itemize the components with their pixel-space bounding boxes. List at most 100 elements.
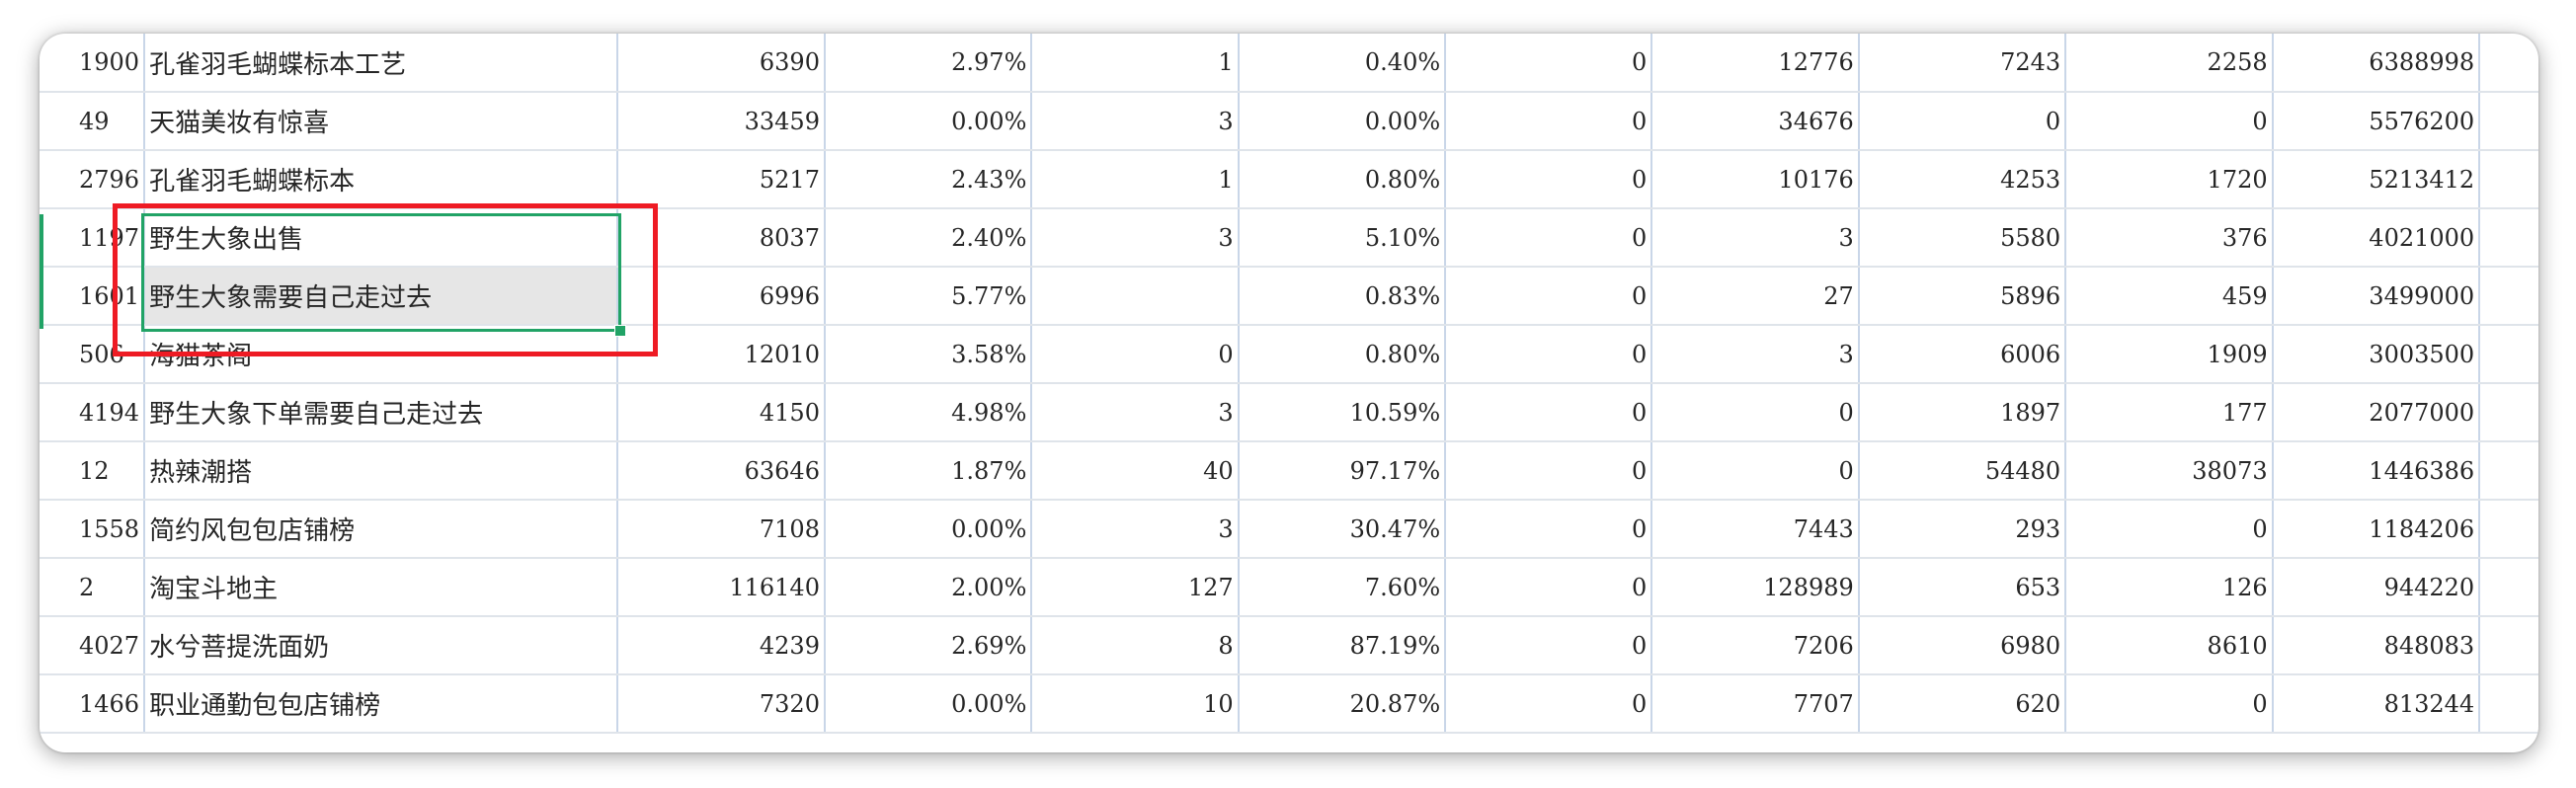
value-cell[interactable]: 0 <box>1858 92 2067 151</box>
value-cell[interactable]: 2258 <box>2065 34 2274 93</box>
value-cell[interactable]: 1 <box>1031 34 1240 93</box>
value-cell[interactable]: 1897 <box>1858 383 2067 442</box>
value-cell[interactable]: 5213412 <box>2272 150 2481 209</box>
value-cell[interactable]: 0.00% <box>824 92 1033 151</box>
row-id-cell[interactable]: 1197 <box>40 208 146 268</box>
value-cell[interactable]: 0.00% <box>1238 92 1447 151</box>
value-cell[interactable]: 376 <box>2065 208 2274 268</box>
name-cell[interactable]: 孔雀羽毛蝴蝶标本工艺 <box>144 34 619 93</box>
value-cell[interactable]: 0 <box>1445 500 1653 559</box>
empty-cell[interactable] <box>2479 150 2538 209</box>
value-cell[interactable]: 813244 <box>2272 674 2481 734</box>
value-cell[interactable]: 0 <box>1445 267 1653 326</box>
value-cell[interactable]: 293 <box>1858 500 2067 559</box>
value-cell[interactable]: 5576200 <box>2272 92 2481 151</box>
empty-cell[interactable] <box>2479 383 2538 442</box>
value-cell[interactable]: 20.87% <box>1238 674 1447 734</box>
empty-cell[interactable] <box>2479 558 2538 617</box>
value-cell[interactable]: 3003500 <box>2272 325 2481 384</box>
empty-cell[interactable] <box>2479 441 2538 501</box>
value-cell[interactable]: 7320 <box>617 674 826 734</box>
value-cell[interactable]: 0 <box>1651 383 1860 442</box>
value-cell[interactable]: 4253 <box>1858 150 2067 209</box>
value-cell[interactable]: 12776 <box>1651 34 1860 93</box>
value-cell[interactable]: 6996 <box>617 267 826 326</box>
value-cell[interactable]: 5.77% <box>824 267 1033 326</box>
row-id-cell[interactable]: 2796 <box>40 150 146 209</box>
value-cell[interactable]: 0.83% <box>1238 267 1447 326</box>
empty-cell[interactable] <box>2479 325 2538 384</box>
value-cell[interactable]: 5.10% <box>1238 208 1447 268</box>
value-cell[interactable]: 6390 <box>617 34 826 93</box>
value-cell[interactable]: 177 <box>2065 383 2274 442</box>
row-id-cell[interactable]: 1601 <box>40 267 146 326</box>
value-cell[interactable]: 34676 <box>1651 92 1860 151</box>
value-cell[interactable]: 5896 <box>1858 267 2067 326</box>
name-cell[interactable]: 水兮菩提洗面奶 <box>144 616 619 675</box>
value-cell[interactable]: 0.00% <box>824 500 1033 559</box>
value-cell[interactable]: 0 <box>1445 441 1653 501</box>
value-cell[interactable]: 0.00% <box>824 674 1033 734</box>
value-cell[interactable]: 620 <box>1858 674 2067 734</box>
value-cell[interactable]: 0.80% <box>1238 150 1447 209</box>
value-cell[interactable]: 0.40% <box>1238 34 1447 93</box>
value-cell[interactable]: 27 <box>1651 267 1860 326</box>
value-cell[interactable]: 1 <box>1031 150 1240 209</box>
value-cell[interactable]: 54480 <box>1858 441 2067 501</box>
value-cell[interactable]: 8610 <box>2065 616 2274 675</box>
value-cell[interactable]: 38073 <box>2065 441 2274 501</box>
value-cell[interactable]: 5580 <box>1858 208 2067 268</box>
value-cell[interactable]: 2077000 <box>2272 383 2481 442</box>
row-id-cell[interactable]: 4027 <box>40 616 146 675</box>
value-cell[interactable]: 848083 <box>2272 616 2481 675</box>
value-cell[interactable]: 0 <box>1445 674 1653 734</box>
value-cell[interactable]: 0 <box>1445 383 1653 442</box>
value-cell[interactable]: 1720 <box>2065 150 2274 209</box>
value-cell[interactable]: 3.58% <box>824 325 1033 384</box>
value-cell[interactable]: 7707 <box>1651 674 1860 734</box>
value-cell[interactable]: 116140 <box>617 558 826 617</box>
name-cell[interactable]: 淘宝斗地主 <box>144 558 619 617</box>
empty-cell[interactable] <box>2479 92 2538 151</box>
empty-cell[interactable] <box>2479 616 2538 675</box>
value-cell[interactable]: 0 <box>1445 558 1653 617</box>
value-cell[interactable]: 126 <box>2065 558 2274 617</box>
value-cell[interactable]: 4150 <box>617 383 826 442</box>
name-cell[interactable]: 热辣潮搭 <box>144 441 619 501</box>
row-id-cell[interactable]: 1558 <box>40 500 146 559</box>
name-cell[interactable]: 职业通勤包包店铺榜 <box>144 674 619 734</box>
value-cell[interactable]: 0 <box>2065 92 2274 151</box>
value-cell[interactable]: 0 <box>1445 616 1653 675</box>
row-id-cell[interactable]: 2 <box>40 558 146 617</box>
value-cell[interactable]: 4239 <box>617 616 826 675</box>
value-cell[interactable]: 10 <box>1031 674 1240 734</box>
value-cell[interactable]: 40 <box>1031 441 1240 501</box>
value-cell[interactable]: 0 <box>1445 208 1653 268</box>
value-cell[interactable]: 0 <box>1445 34 1653 93</box>
value-cell[interactable] <box>1031 267 1240 326</box>
value-cell[interactable]: 7.60% <box>1238 558 1447 617</box>
value-cell[interactable]: 3 <box>1031 92 1240 151</box>
value-cell[interactable]: 0 <box>1031 325 1240 384</box>
value-cell[interactable]: 0 <box>1651 441 1860 501</box>
name-cell[interactable]: 简约风包包店铺榜 <box>144 500 619 559</box>
name-cell[interactable]: 野生大象需要自己走过去 <box>144 267 619 326</box>
empty-cell[interactable] <box>2479 267 2538 326</box>
value-cell[interactable]: 10.59% <box>1238 383 1447 442</box>
value-cell[interactable]: 3 <box>1651 208 1860 268</box>
value-cell[interactable]: 127 <box>1031 558 1240 617</box>
value-cell[interactable]: 653 <box>1858 558 2067 617</box>
value-cell[interactable]: 6388998 <box>2272 34 2481 93</box>
value-cell[interactable]: 12010 <box>617 325 826 384</box>
value-cell[interactable]: 0 <box>1445 325 1653 384</box>
value-cell[interactable]: 8 <box>1031 616 1240 675</box>
name-cell[interactable]: 孔雀羽毛蝴蝶标本 <box>144 150 619 209</box>
value-cell[interactable]: 4.98% <box>824 383 1033 442</box>
empty-cell[interactable] <box>2479 674 2538 734</box>
row-id-cell[interactable]: 12 <box>40 441 146 501</box>
value-cell[interactable]: 4021000 <box>2272 208 2481 268</box>
value-cell[interactable]: 87.19% <box>1238 616 1447 675</box>
value-cell[interactable]: 0.80% <box>1238 325 1447 384</box>
name-cell[interactable]: 野生大象下单需要自己走过去 <box>144 383 619 442</box>
value-cell[interactable]: 0 <box>1445 150 1653 209</box>
